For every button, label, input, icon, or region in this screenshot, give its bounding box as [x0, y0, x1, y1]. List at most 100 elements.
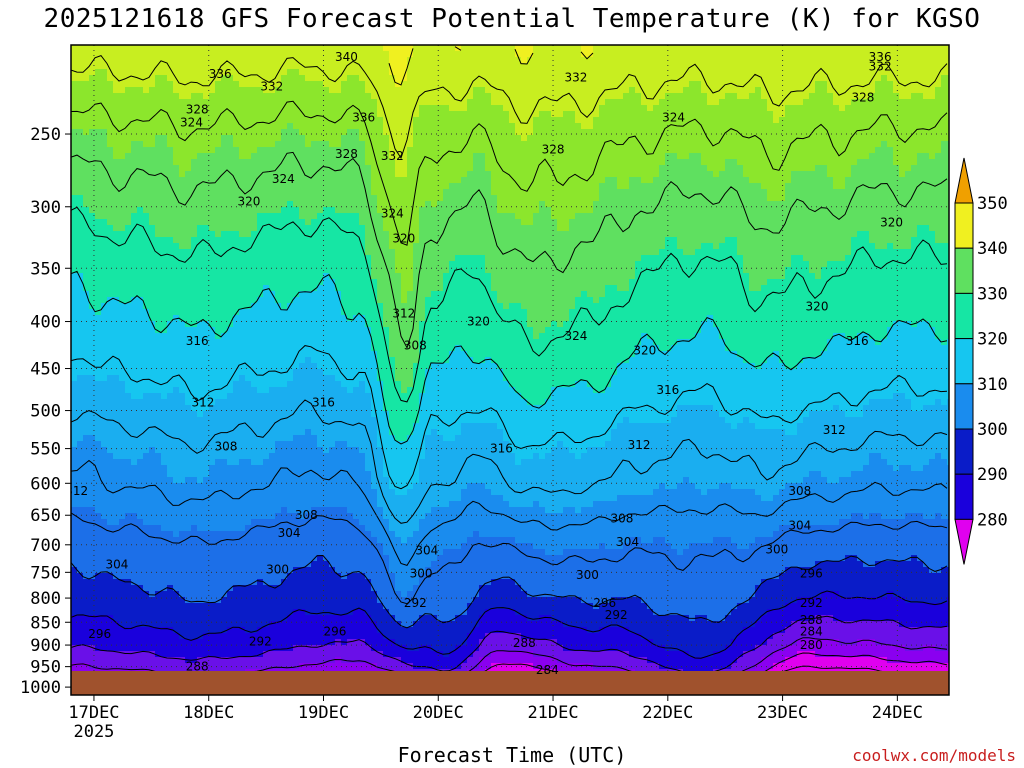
isentrope-316: [71, 345, 948, 490]
colorbar-segment: [954, 473, 974, 520]
contour-label: 332: [260, 80, 283, 94]
colorbar-segment: [954, 247, 974, 294]
colorbar-segment: [954, 383, 974, 430]
contour-label: 300: [576, 568, 599, 582]
isentrope-336: [71, 55, 948, 160]
contour-label: 300: [765, 542, 788, 556]
contour-label: 280: [800, 638, 823, 652]
colorbar-segment: [954, 338, 974, 385]
y-tick-label: 700: [30, 536, 61, 556]
isentrope-312: [71, 399, 948, 524]
isentrope-300: [71, 554, 948, 629]
ground-surface: [71, 671, 949, 695]
y-tick-label: 250: [30, 125, 61, 145]
contour-label: 288: [186, 660, 209, 674]
y-axis: 250 300 350 400 450 500 550 600 650 700 750 800 850 9…: [20, 125, 71, 698]
contour-label: 320: [880, 215, 903, 229]
contour-label: 320: [392, 232, 415, 246]
x-tick-label: 22DEC: [642, 703, 693, 723]
contour-label: 284: [536, 663, 559, 677]
isentrope-296: [71, 590, 948, 659]
y-tick-label: 900: [30, 636, 61, 656]
isentrope-284: [742, 652, 948, 685]
colorbar-segment: [954, 428, 974, 475]
x-tick-label: 23DEC: [757, 703, 808, 723]
colorbar-label: 320: [977, 330, 1008, 350]
isentrope-340: [388, 48, 414, 86]
colorbar-label: 290: [977, 465, 1008, 485]
contour-label: 292: [249, 635, 272, 649]
contour-label: 308: [610, 511, 633, 525]
y-tick-label: 300: [30, 198, 61, 218]
contour-label: 316: [846, 334, 869, 348]
colorbar-label: 310: [977, 375, 1008, 395]
x-tick-label: 24DEC: [872, 703, 923, 723]
contour-label: 308: [788, 484, 811, 498]
contour-label: 296: [800, 566, 823, 580]
colorbar: 350 340 330 320 310 300 290 280: [954, 157, 1008, 565]
contour-label: 308: [404, 339, 427, 353]
contour-label: 304: [105, 557, 128, 571]
y-tick-label: 750: [30, 563, 61, 583]
contour-label: 304: [616, 535, 639, 549]
colorbar-label: 330: [977, 284, 1008, 304]
chart-title: 2025121618 GFS Forecast Potential Temper…: [43, 4, 981, 34]
colorbar-label: 340: [977, 239, 1008, 259]
y-tick-label: 1000: [20, 678, 61, 698]
colorbar-under-triangle: [954, 518, 974, 565]
contour-label: 304: [278, 526, 301, 540]
x-tick-label: 17DEC: [68, 703, 119, 723]
contour-label: 296: [593, 596, 616, 610]
y-tick-label: 650: [30, 506, 61, 526]
contour-label: 292: [800, 596, 823, 610]
contour-label: 296: [324, 625, 347, 639]
contour-label: 300: [410, 566, 433, 580]
contour-label: 332: [869, 59, 892, 73]
x-tick-year-label: 2025: [73, 722, 114, 742]
isentrope-320: [71, 270, 948, 445]
contour-label: 336: [869, 50, 892, 64]
contour-label: 324: [381, 206, 404, 220]
y-tick-label: 800: [30, 589, 61, 609]
x-tick-label: 18DEC: [183, 703, 234, 723]
y-tick-label: 850: [30, 613, 61, 633]
contour-label: 288: [513, 636, 536, 650]
contour-label: 340: [335, 50, 358, 64]
y-tick-label: 450: [30, 360, 61, 380]
contour-label: 324: [662, 111, 685, 125]
contour-label: 332: [565, 71, 588, 85]
isentrope-340: [580, 51, 594, 60]
y-tick-label: 400: [30, 313, 61, 333]
colorbar-segment: [954, 202, 974, 249]
y-tick-label: 600: [30, 474, 61, 494]
contour-label: 292: [404, 596, 427, 610]
contour-label: 320: [237, 194, 260, 208]
source-credit: coolwx.com/models: [852, 746, 1016, 765]
contour-label: 284: [800, 625, 823, 639]
isentrope-332: [71, 100, 948, 246]
contour-label: 292: [605, 608, 628, 622]
contour-label: 304: [788, 519, 811, 533]
y-tick-label: 950: [30, 658, 61, 678]
plot-frame: [70, 44, 950, 696]
contour-label: 312: [192, 396, 215, 410]
colorbar-label: 280: [977, 510, 1008, 530]
contour-label: 336: [209, 67, 232, 81]
contour-label: 308: [295, 508, 318, 522]
contour-label: 320: [633, 343, 656, 357]
contour-label: 316: [490, 442, 513, 456]
isentrope-308: [71, 459, 948, 566]
colorbar-segment: [954, 292, 974, 340]
contour-label: 328: [851, 90, 874, 104]
contour-label: 328: [335, 147, 358, 161]
isentrope-324: [71, 206, 948, 403]
y-tick-label: 350: [30, 259, 61, 279]
contour-label: 312: [65, 484, 88, 498]
contour-label: 316: [186, 334, 209, 348]
contour-label: 320: [806, 299, 829, 313]
contour-label: 328: [542, 143, 565, 157]
x-tick-label: 20DEC: [413, 703, 464, 723]
contour-label: 288: [800, 613, 823, 627]
